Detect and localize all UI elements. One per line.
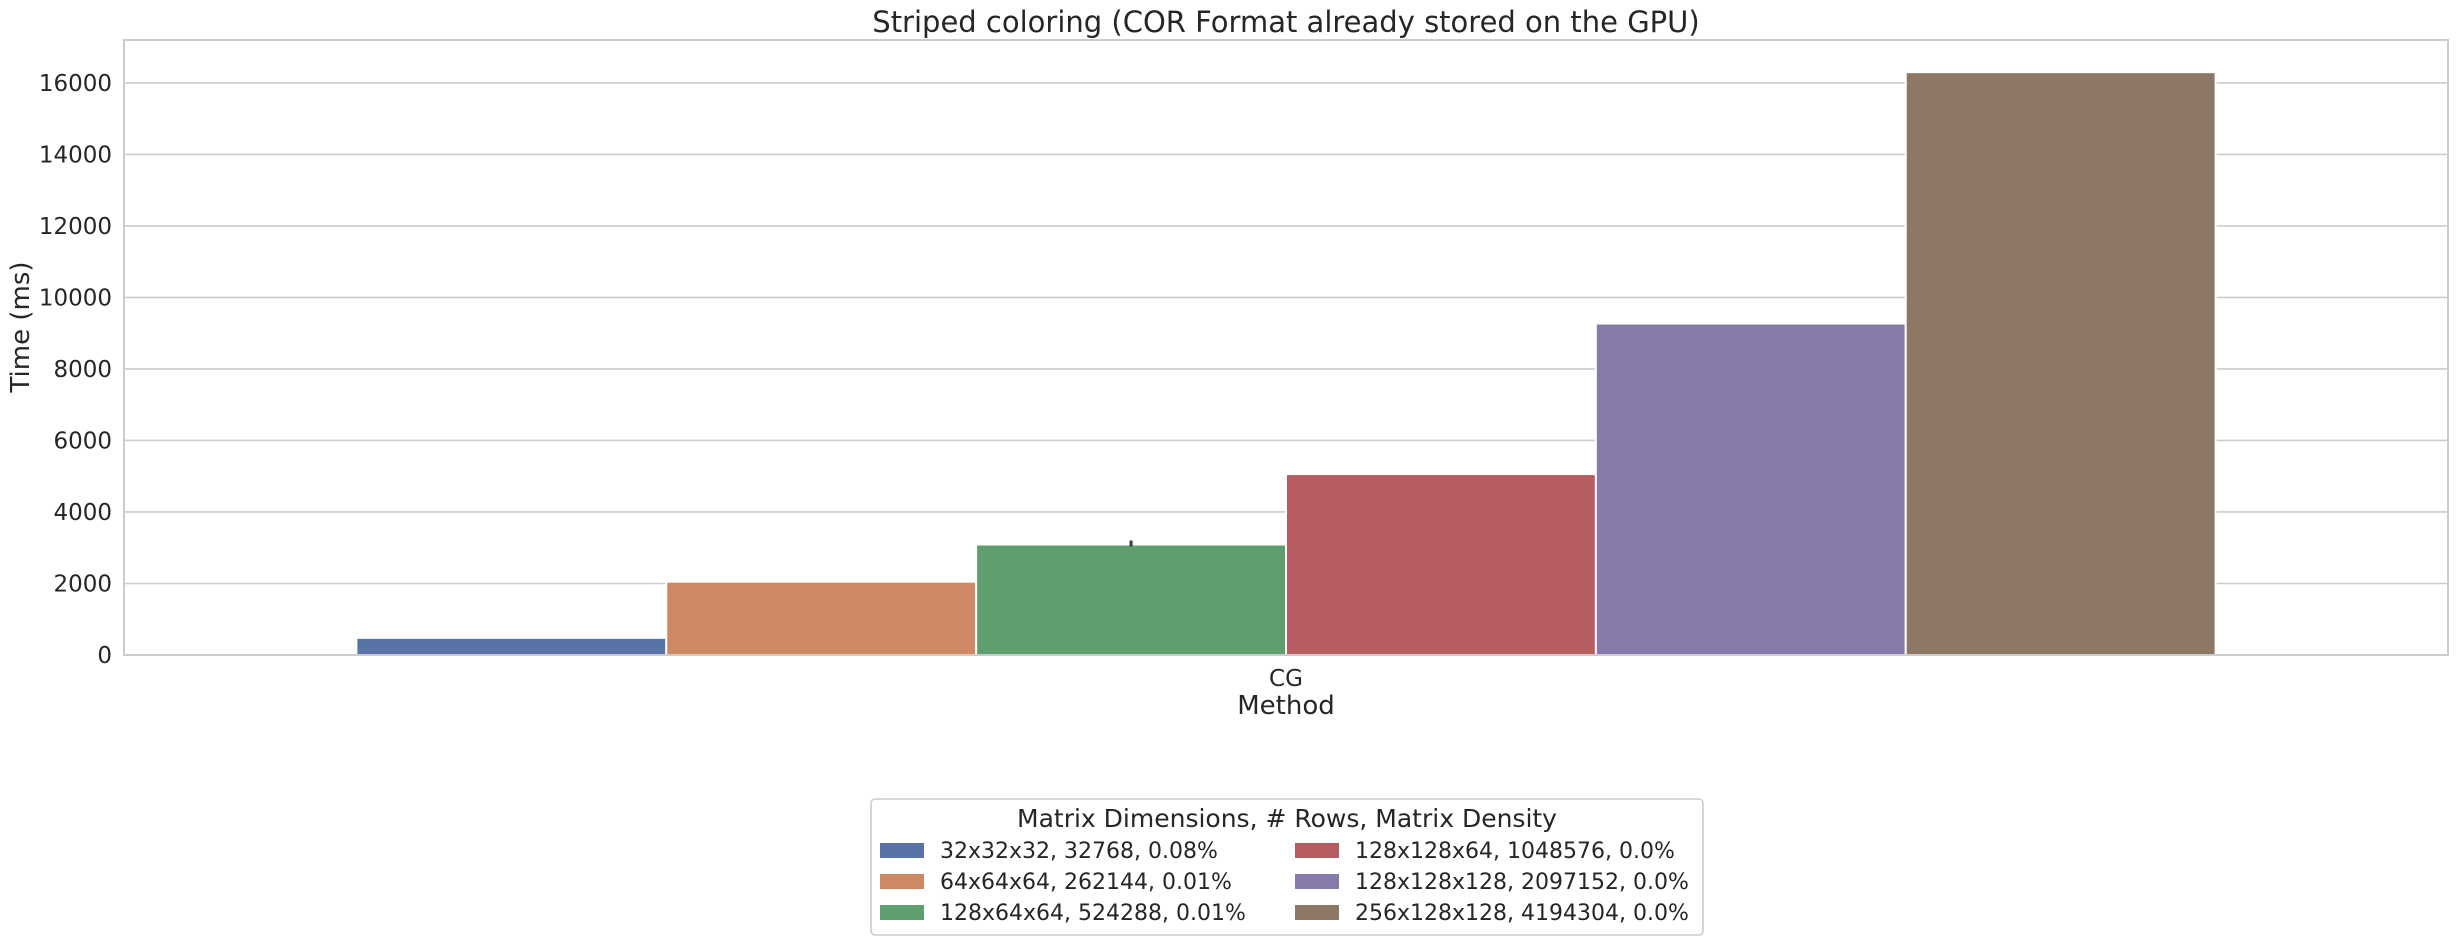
legend-swatch [880, 905, 924, 920]
x-tick-label: CG [1269, 666, 1303, 692]
y-tick-label: 12000 [39, 214, 112, 240]
y-tick-label: 4000 [53, 500, 112, 526]
y-axis-label: Time (ms) [6, 261, 36, 393]
legend-swatch [1295, 874, 1339, 889]
bar-3 [975, 543, 1288, 656]
legend-label: 256x128x128, 4194304, 0.0% [1355, 901, 1689, 926]
legend-label: 32x32x32, 32768, 0.08% [940, 839, 1218, 864]
y-tick-label: 10000 [39, 285, 112, 311]
y-tick-label: 8000 [53, 357, 112, 383]
legend-swatch [1295, 905, 1339, 920]
legend-items: 32x32x32, 32768, 0.08% 64x64x64, 262144, … [880, 839, 1689, 926]
y-tick-label: 2000 [53, 571, 112, 597]
gridlines [124, 82, 2448, 656]
y-tick-label: 14000 [39, 142, 112, 168]
bar-1 [355, 636, 668, 657]
x-tick-labels: CG [1269, 666, 1303, 692]
legend: Matrix Dimensions, # Rows, Matrix Densit… [870, 798, 1704, 936]
x-axis-label: Method [1237, 691, 1335, 721]
legend-label: 128x64x64, 524288, 0.01% [940, 901, 1246, 926]
bar-6 [1904, 71, 2217, 656]
legend-title: Matrix Dimensions, # Rows, Matrix Densit… [1017, 804, 1557, 833]
legend-swatch [1295, 843, 1339, 858]
bar-2 [665, 580, 978, 656]
legend-label: 128x128x128, 2097152, 0.0% [1355, 870, 1689, 895]
bars [355, 71, 2217, 657]
bar-5 [1594, 322, 1907, 656]
y-tick-label: 6000 [53, 428, 112, 454]
y-tick-labels: 0 2000 4000 6000 8000 10000 12000 14000 16000 [39, 71, 112, 669]
legend-label: 128x128x64, 1048576, 0.0% [1355, 839, 1675, 864]
plot-frame [123, 39, 2449, 656]
legend-label: 64x64x64, 262144, 0.01% [940, 870, 1232, 895]
legend-box [870, 798, 1704, 936]
legend-swatch [880, 843, 924, 858]
legend-swatch [880, 874, 924, 889]
y-tick-label: 0 [97, 643, 112, 669]
y-tick-label: 16000 [39, 71, 112, 97]
chart-title: Striped coloring (COR Format already sto… [872, 5, 1699, 39]
bar-4 [1285, 473, 1597, 657]
